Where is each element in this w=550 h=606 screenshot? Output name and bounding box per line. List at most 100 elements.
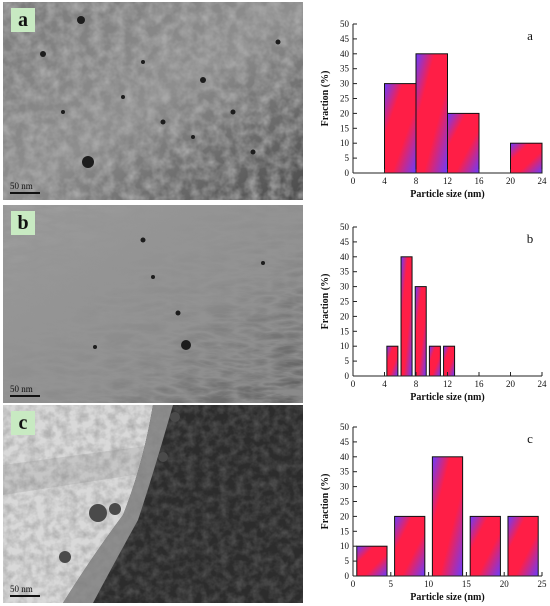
y-tick-label-b-2: 10	[340, 341, 350, 351]
y-axis-label-b: Fraction (%)	[320, 274, 331, 330]
y-tick-label-b-9: 45	[340, 237, 350, 247]
panel-c: c 50 nm 0 5 10 15 20 25 30 35 40 45 50 0 5 10 15 20 25 Pa…	[0, 403, 550, 603]
tem-image-c: c 50 nm	[3, 405, 303, 603]
x-tick-label-a-0: 0	[351, 176, 356, 186]
y-tick-label-c-6: 30	[340, 482, 350, 492]
y-tick-label-a-0: 0	[345, 168, 350, 178]
chart-panel-label-a: a	[527, 28, 533, 43]
x-tick-label-b-5: 20	[506, 379, 516, 389]
x-tick-label-b-2: 8	[414, 379, 419, 389]
y-tick-label-b-1: 5	[345, 356, 350, 366]
x-tick-label-c-2: 10	[424, 579, 434, 589]
y-tick-label-a-9: 45	[340, 34, 350, 44]
tem-image-a: a 50 nm	[3, 2, 303, 200]
histogram-bar-b-0	[386, 345, 399, 377]
x-tick-label-c-1: 5	[389, 579, 394, 589]
y-tick-label-a-5: 25	[340, 94, 350, 104]
x-axis-label-b: Particle size (nm)	[410, 392, 484, 403]
tem-micrograph-c	[3, 405, 303, 603]
histogram-bar-c-3	[469, 515, 501, 577]
tem-image-b: b 50 nm	[3, 205, 303, 403]
tem-micrograph-b	[3, 205, 303, 403]
histogram-bar-c-4	[507, 515, 539, 577]
y-tick-label-c-0: 0	[345, 571, 350, 581]
x-tick-label-c-0: 0	[351, 579, 356, 589]
scale-bar-line-a	[10, 192, 40, 194]
x-tick-label-b-0: 0	[351, 379, 356, 389]
y-tick-label-b-10: 50	[340, 222, 350, 232]
x-tick-label-a-3: 12	[443, 176, 452, 186]
x-tick-label-c-5: 25	[538, 579, 548, 589]
y-tick-label-c-9: 45	[340, 437, 350, 447]
y-tick-label-c-10: 50	[340, 422, 350, 432]
y-tick-label-c-1: 5	[345, 556, 350, 566]
panel-a: a 50 nm 0 5 10 15 20 25 30 35 40 45 50 0 4 8 12 16 20 24 P…	[0, 0, 550, 200]
y-tick-label-a-10: 50	[340, 19, 350, 29]
y-tick-label-a-6: 30	[340, 79, 350, 89]
histogram-chart-b: 0 5 10 15 20 25 30 35 40 45 50 0 4 8 12 16 20 24 Particle …	[320, 222, 548, 403]
y-tick-label-b-0: 0	[345, 371, 350, 381]
y-tick-label-c-4: 20	[340, 511, 350, 521]
scale-bar-label-b: 50 nm	[10, 384, 33, 394]
tem-micrograph-a	[3, 2, 303, 200]
y-tick-label-b-3: 15	[340, 326, 350, 336]
histogram-chart-c: 0 5 10 15 20 25 30 35 40 45 50 0 5 10 15 20 25 Particle s…	[320, 422, 548, 603]
y-tick-label-b-7: 35	[340, 267, 350, 277]
y-tick-label-a-8: 40	[340, 49, 350, 59]
histogram-chart-a: 0 5 10 15 20 25 30 35 40 45 50 0 4 8 12 16 20 24 Particle …	[320, 19, 548, 200]
x-tick-label-a-6: 24	[538, 176, 548, 186]
x-tick-label-a-4: 16	[475, 176, 485, 186]
y-axis-label-c: Fraction (%)	[320, 474, 331, 530]
y-tick-label-c-8: 40	[340, 452, 350, 462]
scale-bar-label-c: 50 nm	[10, 584, 33, 594]
panel-letter-a: a	[11, 8, 35, 32]
panel-letter-c: c	[11, 411, 35, 435]
panel-b: b 50 nm 0 5 10 15 20 25 30 35 40 45 50 0 4 8 12 16 20 24 P…	[0, 203, 550, 403]
histogram-bar-c-1	[394, 515, 426, 577]
chart-panel-label-c: c	[527, 431, 533, 446]
scale-bar-label-a: 50 nm	[10, 181, 33, 191]
y-tick-label-c-3: 15	[340, 526, 350, 536]
x-tick-label-a-5: 20	[506, 176, 516, 186]
histogram-bar-b-3	[428, 345, 441, 377]
x-tick-label-c-3: 15	[462, 579, 472, 589]
y-tick-label-b-4: 20	[340, 311, 350, 321]
histogram-bar-a-2	[447, 112, 480, 174]
x-tick-label-a-2: 8	[414, 176, 419, 186]
y-tick-label-b-8: 40	[340, 252, 350, 262]
histogram-bar-b-4	[443, 345, 456, 377]
y-tick-label-a-3: 15	[340, 123, 350, 133]
x-tick-label-b-1: 4	[382, 379, 387, 389]
y-tick-label-b-5: 25	[340, 297, 350, 307]
histogram-bar-a-1	[415, 53, 448, 174]
y-tick-label-c-2: 10	[340, 541, 350, 551]
y-tick-label-a-2: 10	[340, 138, 350, 148]
y-tick-label-c-5: 25	[340, 497, 350, 507]
scale-bar-line-c	[10, 595, 40, 597]
y-tick-label-a-7: 35	[340, 64, 350, 74]
histogram-bar-b-1	[400, 256, 413, 377]
histogram-bar-b-2	[414, 286, 427, 377]
x-tick-label-a-1: 4	[382, 176, 387, 186]
y-tick-label-a-1: 5	[345, 153, 350, 163]
y-tick-label-c-7: 35	[340, 467, 350, 477]
scale-bar-line-b	[10, 395, 40, 397]
histogram-bar-c-2	[431, 456, 464, 577]
x-axis-label-c: Particle size (nm)	[410, 592, 484, 603]
x-axis-label-a: Particle size (nm)	[410, 189, 484, 200]
histogram-bar-a-0	[384, 83, 417, 174]
scale-bar-c: 50 nm	[10, 585, 40, 597]
scale-bar-a: 50 nm	[10, 182, 40, 194]
histogram-bar-c-0	[356, 545, 388, 577]
y-axis-label-a: Fraction (%)	[320, 71, 331, 127]
scale-bar-b: 50 nm	[10, 385, 40, 397]
x-tick-label-b-4: 16	[475, 379, 485, 389]
y-tick-label-a-4: 20	[340, 108, 350, 118]
histogram-bar-a-3	[510, 142, 543, 174]
chart-panel-label-b: b	[527, 231, 534, 246]
y-tick-label-b-6: 30	[340, 282, 350, 292]
x-tick-label-b-3: 12	[443, 379, 452, 389]
x-tick-label-b-6: 24	[538, 379, 548, 389]
panel-letter-b: b	[11, 211, 35, 235]
x-tick-label-c-4: 20	[500, 579, 510, 589]
